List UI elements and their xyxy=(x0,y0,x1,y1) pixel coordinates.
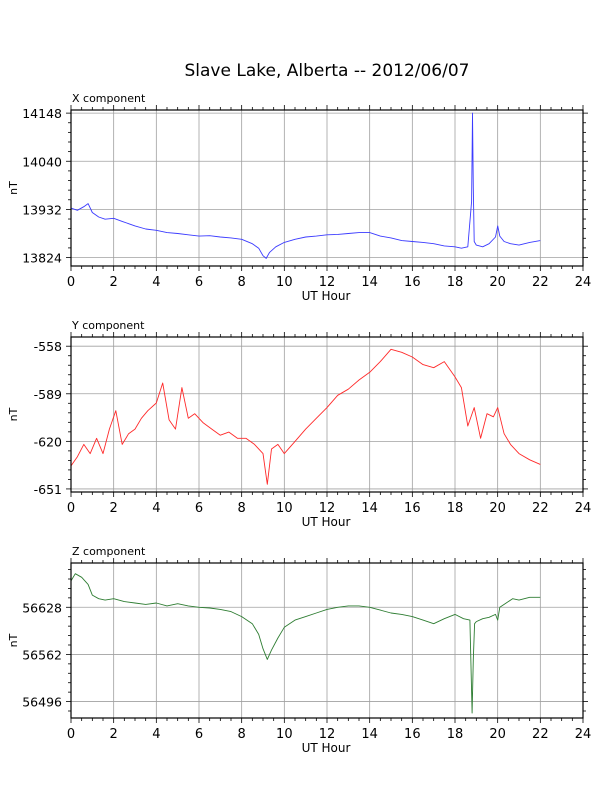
y-tick-label: -620 xyxy=(34,434,62,449)
x-tick-label: 2 xyxy=(110,275,118,290)
x-tick-label: 0 xyxy=(67,727,75,742)
x-tick-label: 14 xyxy=(361,727,378,742)
series-line-x xyxy=(70,112,541,259)
x-tick-label: 16 xyxy=(404,727,421,742)
y-tick-label: 56628 xyxy=(22,600,62,615)
y-tick-label: -651 xyxy=(34,482,62,497)
x-tick-label: 4 xyxy=(152,501,160,516)
chart-title: Slave Lake, Alberta -- 2012/06/07 xyxy=(185,61,470,81)
x-tick-label: 10 xyxy=(276,727,293,742)
x-tick-label: 12 xyxy=(319,275,336,290)
x-tick-label: 18 xyxy=(447,501,464,516)
x-tick-label: 20 xyxy=(489,275,506,290)
x-axis-label: UT Hour xyxy=(302,741,351,755)
x-tick-label: 16 xyxy=(404,501,421,516)
x-tick-label: 24 xyxy=(575,501,592,516)
x-tick-label: 6 xyxy=(195,275,203,290)
series-line-y xyxy=(70,348,541,485)
y-tick-label: -558 xyxy=(34,339,62,354)
y-tick-label: 56562 xyxy=(22,647,62,662)
x-tick-label: 20 xyxy=(489,727,506,742)
x-tick-label: 0 xyxy=(67,275,75,290)
x-tick-label: 8 xyxy=(238,727,246,742)
y-tick-label: 56496 xyxy=(22,695,62,710)
x-tick-label: 14 xyxy=(361,501,378,516)
plot-frame xyxy=(70,562,584,719)
x-tick-label: 10 xyxy=(276,275,293,290)
x-tick-label: 4 xyxy=(152,727,160,742)
panel-label: Z component xyxy=(72,545,146,558)
plot-frame xyxy=(70,336,584,493)
y-axis-label: nT xyxy=(7,407,20,421)
y-tick-label: 13932 xyxy=(22,202,62,217)
y-tick-label: 14148 xyxy=(22,106,62,121)
y-tick-label: 13824 xyxy=(22,251,62,266)
chart-panels: 0 2 4 6 8 10 12 14 16 18 20 22 241382413932140401414… xyxy=(7,92,591,755)
x-tick-label: 12 xyxy=(319,727,336,742)
panel-label: X component xyxy=(72,92,146,105)
x-tick-label: 18 xyxy=(447,275,464,290)
x-tick-label: 20 xyxy=(489,501,506,516)
x-tick-label: 0 xyxy=(67,501,75,516)
x-tick-label: 18 xyxy=(447,727,464,742)
x-tick-label: 24 xyxy=(575,727,592,742)
panel-label: Y component xyxy=(71,319,145,332)
x-tick-label: 22 xyxy=(532,727,549,742)
y-tick-label: 14040 xyxy=(22,154,62,169)
x-tick-label: 6 xyxy=(195,727,203,742)
x-tick-label: 8 xyxy=(238,275,246,290)
x-tick-label: 8 xyxy=(238,501,246,516)
x-tick-label: 10 xyxy=(276,501,293,516)
panel-x: 0 2 4 6 8 10 12 14 16 18 20 22 241382413932140401414… xyxy=(7,92,591,303)
x-tick-label: 6 xyxy=(195,501,203,516)
y-axis-label: nT xyxy=(7,633,20,647)
x-tick-label: 12 xyxy=(319,501,336,516)
x-axis-label: UT Hour xyxy=(302,289,351,303)
x-axis-label: UT Hour xyxy=(302,515,351,529)
x-tick-label: 4 xyxy=(152,275,160,290)
plot-frame xyxy=(70,109,584,267)
x-tick-label: 24 xyxy=(575,275,592,290)
x-tick-label: 16 xyxy=(404,275,421,290)
series-line-z xyxy=(70,573,541,714)
x-tick-label: 2 xyxy=(110,501,118,516)
y-axis-label: nT xyxy=(7,181,20,195)
x-tick-label: 22 xyxy=(532,501,549,516)
x-tick-label: 2 xyxy=(110,727,118,742)
y-tick-label: -589 xyxy=(34,387,62,402)
x-tick-label: 14 xyxy=(361,275,378,290)
x-tick-label: 22 xyxy=(532,275,549,290)
